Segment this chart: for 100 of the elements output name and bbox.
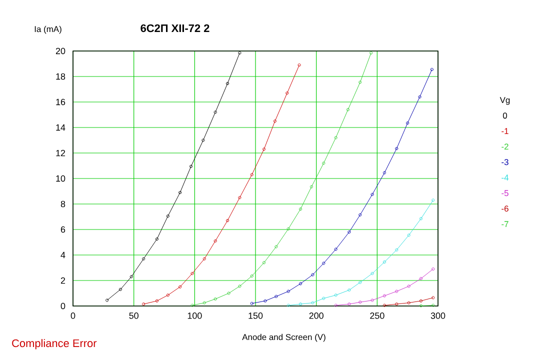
point <box>189 164 193 168</box>
point <box>358 280 362 284</box>
point <box>202 138 205 142</box>
point <box>358 213 362 216</box>
y-tick-label: 8 <box>60 200 66 208</box>
legend-title: Vg <box>500 97 510 105</box>
point <box>348 302 351 306</box>
y-tick-label: 2 <box>60 277 66 284</box>
point <box>202 257 206 260</box>
point <box>419 299 423 302</box>
x-axis-title: Anode and Screen (V) <box>242 334 326 342</box>
x-tick-label: 100 <box>188 312 202 319</box>
point <box>382 171 386 174</box>
point <box>130 275 133 278</box>
x-tick-label: 150 <box>248 312 263 319</box>
point <box>227 292 230 295</box>
point <box>142 257 146 260</box>
point <box>382 294 386 298</box>
y-tick-label: 10 <box>56 175 66 182</box>
point <box>407 234 410 237</box>
point <box>358 80 362 84</box>
point <box>395 290 398 293</box>
point <box>334 248 338 251</box>
point <box>322 162 326 165</box>
point <box>190 272 194 276</box>
x-tick-label: 50 <box>129 312 138 319</box>
point <box>286 227 290 230</box>
point <box>310 185 314 188</box>
text: -4 <box>502 174 509 180</box>
text: -5 <box>502 190 508 196</box>
y-tick-label: 20 <box>56 48 66 54</box>
point <box>118 288 122 291</box>
point <box>166 294 170 297</box>
x-tick-label: 250 <box>370 312 384 319</box>
point <box>262 148 266 151</box>
point <box>298 302 302 306</box>
point <box>370 272 374 276</box>
y-tick-label: 0 <box>60 302 66 310</box>
y-tick-label: 4 <box>60 252 66 258</box>
text: -1 <box>502 128 508 134</box>
point <box>334 136 338 140</box>
y-tick-label: 14 <box>56 124 66 131</box>
point <box>370 192 374 196</box>
point <box>214 297 217 301</box>
point <box>322 296 326 300</box>
point <box>334 294 338 297</box>
x-tick-label: 0 <box>70 312 76 319</box>
point <box>226 82 230 86</box>
text: -3 <box>502 159 508 166</box>
point <box>214 110 217 114</box>
point <box>406 121 410 125</box>
point <box>419 277 423 280</box>
point <box>311 273 314 276</box>
point <box>226 219 230 222</box>
point <box>155 238 158 241</box>
point <box>382 260 386 264</box>
point <box>214 239 217 243</box>
point <box>166 214 170 218</box>
point <box>202 301 206 304</box>
point <box>348 230 351 234</box>
point <box>273 120 277 123</box>
point <box>311 301 314 304</box>
y-axis-title: Ia (mA) <box>34 26 62 34</box>
point <box>264 299 267 302</box>
x-tick-label: 300 <box>430 312 446 319</box>
point <box>298 208 302 211</box>
y-tick-label: 6 <box>60 226 66 233</box>
point <box>348 288 351 292</box>
y-tick-label: 12 <box>56 150 66 156</box>
point <box>395 146 398 150</box>
point <box>286 290 290 293</box>
text: 0 <box>502 112 508 119</box>
point <box>395 248 398 252</box>
text: -2 <box>502 144 508 150</box>
point <box>298 282 302 286</box>
point <box>395 302 398 306</box>
text: Compliance Error <box>12 339 97 350</box>
text: -6 <box>502 206 508 212</box>
point <box>322 262 326 265</box>
point <box>155 299 158 302</box>
y-tick-label: 16 <box>56 98 66 106</box>
point <box>358 300 362 304</box>
point <box>407 284 410 288</box>
point <box>346 108 350 112</box>
point <box>419 217 423 220</box>
point <box>262 261 266 264</box>
point <box>250 173 254 176</box>
text: -7 <box>502 221 508 227</box>
chart-title: 6С2П XII-72 2 <box>140 24 210 32</box>
point <box>178 190 182 194</box>
point <box>274 245 278 248</box>
point <box>238 196 242 200</box>
y-tick-label: 18 <box>56 73 66 80</box>
point <box>274 294 278 298</box>
point <box>418 95 422 98</box>
x-tick-label: 200 <box>309 312 324 319</box>
point <box>370 298 374 302</box>
point <box>407 301 410 304</box>
point <box>250 274 254 278</box>
point <box>286 92 289 95</box>
